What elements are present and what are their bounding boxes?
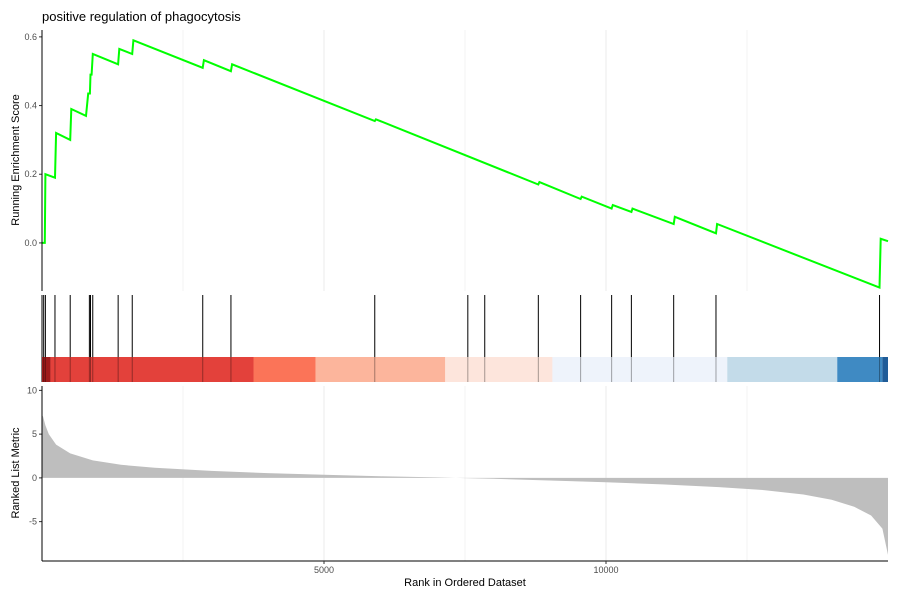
ranked-y-ticks: -5 0 5 10 — [27, 385, 42, 527]
ranked-y-tick-label: 0 — [32, 473, 37, 483]
color-bar-segment — [552, 357, 728, 382]
enrichment-y-ticks: 0.0 0.2 0.4 0.6 — [24, 32, 42, 248]
ranked-y-tick-label: -5 — [29, 517, 37, 527]
enrichment-score-line — [42, 38, 889, 290]
color-bar-segment — [50, 357, 254, 382]
enrichment-y-tick-label: 0.6 — [24, 32, 37, 42]
enrichment-gridlines — [182, 30, 748, 291]
chart-title: positive regulation of phagocytosis — [42, 9, 241, 24]
color-bar-segment — [727, 357, 838, 382]
ranked-panel: -5 0 5 10 5000 10000 — [27, 385, 888, 575]
ranked-metric-area — [42, 414, 888, 555]
color-bar-segment — [315, 357, 446, 382]
ranked-gridlines — [182, 386, 748, 561]
x-ticks: 5000 10000 — [314, 561, 619, 575]
color-bar-segment — [837, 357, 883, 382]
color-bar-segment — [253, 357, 316, 382]
enrichment-y-tick-label: 0.2 — [24, 169, 37, 179]
enrichment-y-tick-label: 0.4 — [24, 101, 37, 111]
enrichment-y-label: Running Enrichment Score — [10, 94, 22, 225]
color-bar-segment — [445, 357, 553, 382]
color-bar-segment — [42, 357, 51, 382]
ranked-y-tick-label: 5 — [32, 429, 37, 439]
hits-panel — [41, 295, 881, 382]
ranked-y-tick-label: 10 — [27, 385, 37, 395]
x-axis-label: Rank in Ordered Dataset — [404, 577, 526, 589]
rank-color-bar — [42, 357, 888, 382]
gene-hit-lines — [43, 295, 881, 357]
x-tick-label: 10000 — [593, 565, 618, 575]
enrichment-panel: 0.0 0.2 0.4 0.6 — [24, 30, 889, 291]
color-bar-segment — [882, 357, 888, 382]
ranked-y-label: Ranked List Metric — [10, 427, 22, 519]
enrichment-y-tick-label: 0.0 — [24, 238, 37, 248]
x-tick-label: 5000 — [314, 565, 334, 575]
